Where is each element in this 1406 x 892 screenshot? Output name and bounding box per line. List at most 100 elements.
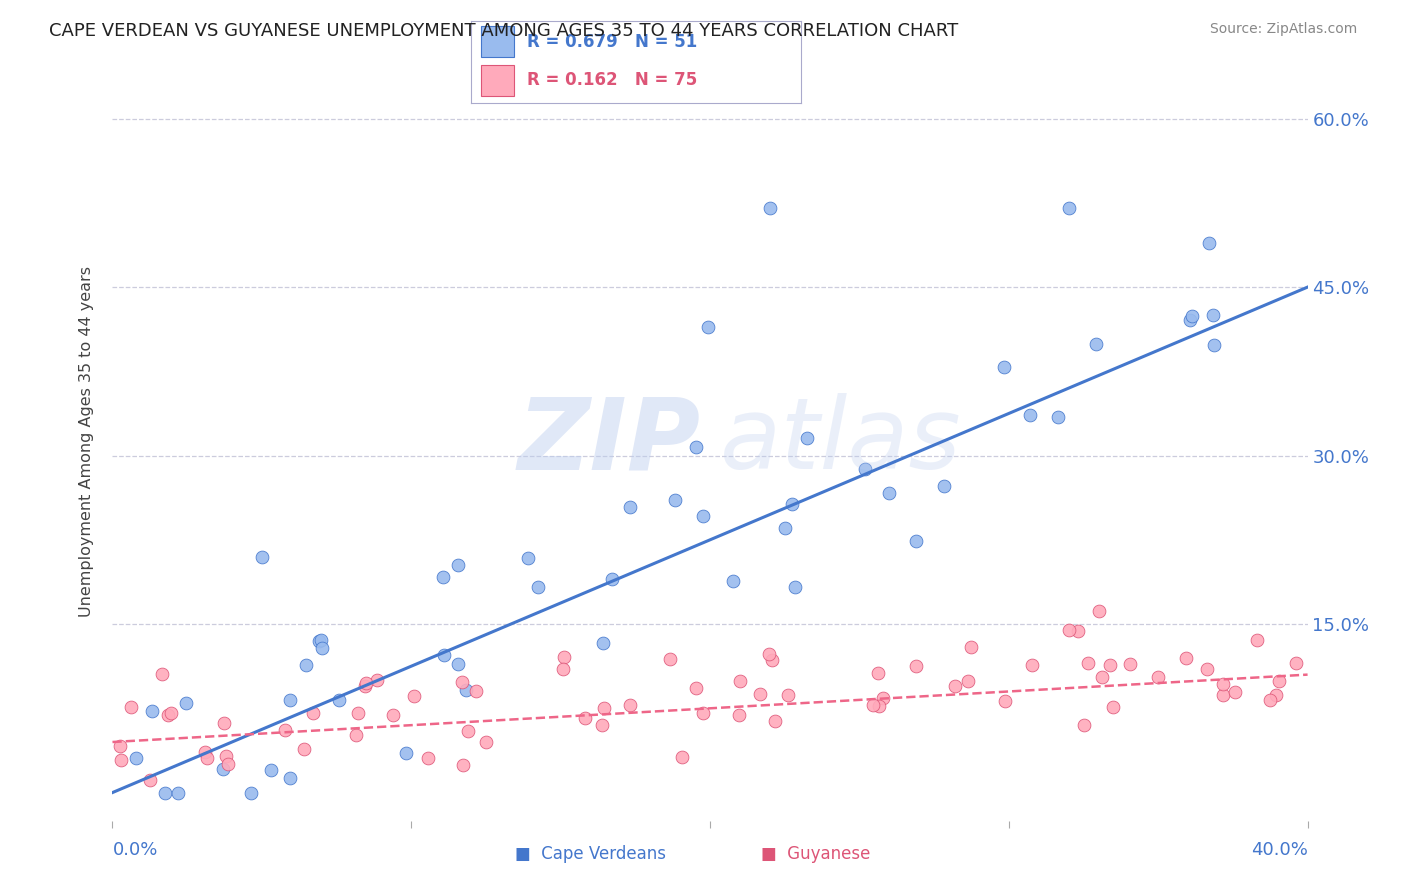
Point (1202, 308, 1225, 322)
Point (866, 666, 889, 681)
Point (1099, 658, 1122, 673)
Point (904, 658, 927, 673)
Text: CAPE VERDEAN VS GUYANESE UNEMPLOYMENT AMONG AGES 35 TO 44 YEARS CORRELATION CHAR: CAPE VERDEAN VS GUYANESE UNEMPLOYMENT AM… (49, 22, 959, 40)
Point (160, 706, 183, 720)
Point (1195, 662, 1218, 676)
Point (311, 640, 333, 655)
Point (432, 569, 454, 583)
Point (1212, 677, 1234, 691)
Point (1212, 689, 1234, 703)
Point (1059, 624, 1081, 638)
Point (1178, 313, 1201, 327)
Text: R = 0.679   N = 51: R = 0.679 N = 51 (527, 33, 697, 51)
Point (451, 758, 474, 772)
Point (692, 706, 714, 720)
Point (994, 694, 1017, 708)
Point (217, 757, 239, 772)
Text: ■  Cape Verdeans: ■ Cape Verdeans (515, 846, 666, 863)
Point (475, 735, 498, 749)
Point (761, 653, 783, 667)
Point (862, 698, 884, 713)
Point (553, 663, 575, 677)
Text: ZIP: ZIP (517, 393, 700, 490)
Point (517, 550, 540, 565)
Point (1088, 604, 1111, 618)
Point (960, 640, 983, 655)
Text: R = 0.162   N = 75: R = 0.162 N = 75 (527, 71, 697, 89)
Point (404, 689, 426, 703)
Point (591, 718, 613, 732)
Point (450, 675, 472, 690)
Point (457, 724, 479, 739)
Point (278, 771, 301, 785)
Point (395, 746, 418, 760)
Point (759, 202, 782, 216)
Point (692, 509, 714, 524)
Point (685, 441, 707, 455)
Point (301, 706, 323, 720)
Point (382, 708, 405, 723)
Text: atlas: atlas (720, 393, 962, 490)
Point (1077, 656, 1099, 670)
Point (1102, 700, 1125, 714)
Point (447, 657, 470, 671)
Point (778, 688, 800, 702)
Point (464, 684, 486, 698)
Point (1268, 674, 1291, 689)
Point (110, 739, 132, 754)
Point (1084, 336, 1107, 351)
Point (721, 574, 744, 589)
Point (1067, 624, 1090, 639)
Point (1073, 718, 1095, 732)
Point (592, 635, 614, 649)
Point (853, 462, 876, 476)
Point (600, 572, 623, 586)
Point (240, 786, 263, 800)
Point (366, 673, 388, 688)
Point (141, 704, 163, 718)
Point (943, 679, 966, 693)
Point (796, 431, 818, 445)
Point (685, 681, 707, 696)
Point (526, 580, 548, 594)
Point (728, 708, 751, 723)
Point (167, 786, 190, 800)
Point (1285, 656, 1308, 670)
Point (309, 632, 332, 647)
Y-axis label: Unemployment Among Ages 35 to 44 years: Unemployment Among Ages 35 to 44 years (79, 266, 94, 617)
Point (1258, 693, 1281, 707)
Point (1175, 650, 1198, 665)
Point (157, 707, 180, 722)
Point (671, 750, 693, 764)
Point (278, 692, 301, 706)
Point (1265, 688, 1288, 702)
Point (344, 728, 367, 742)
Point (295, 658, 318, 673)
Point (110, 753, 132, 767)
Point (260, 763, 283, 777)
Point (763, 714, 786, 728)
Point (1119, 657, 1142, 672)
Point (658, 651, 681, 665)
Point (354, 676, 377, 690)
Bar (481, 26, 515, 57)
Text: 0.0%: 0.0% (112, 841, 157, 859)
Point (619, 698, 641, 712)
Point (1246, 632, 1268, 647)
Text: Source: ZipAtlas.com: Source: ZipAtlas.com (1209, 22, 1357, 37)
Point (215, 748, 238, 763)
Point (749, 687, 772, 701)
Point (780, 497, 803, 511)
Point (195, 750, 218, 764)
Point (1202, 338, 1225, 352)
Text: 40.0%: 40.0% (1251, 841, 1308, 859)
Point (328, 693, 350, 707)
Point (619, 500, 641, 514)
Point (758, 647, 780, 661)
Point (593, 701, 616, 715)
Point (697, 319, 720, 334)
Point (932, 479, 955, 493)
Point (456, 683, 478, 698)
Point (155, 786, 177, 800)
Point (957, 674, 980, 689)
